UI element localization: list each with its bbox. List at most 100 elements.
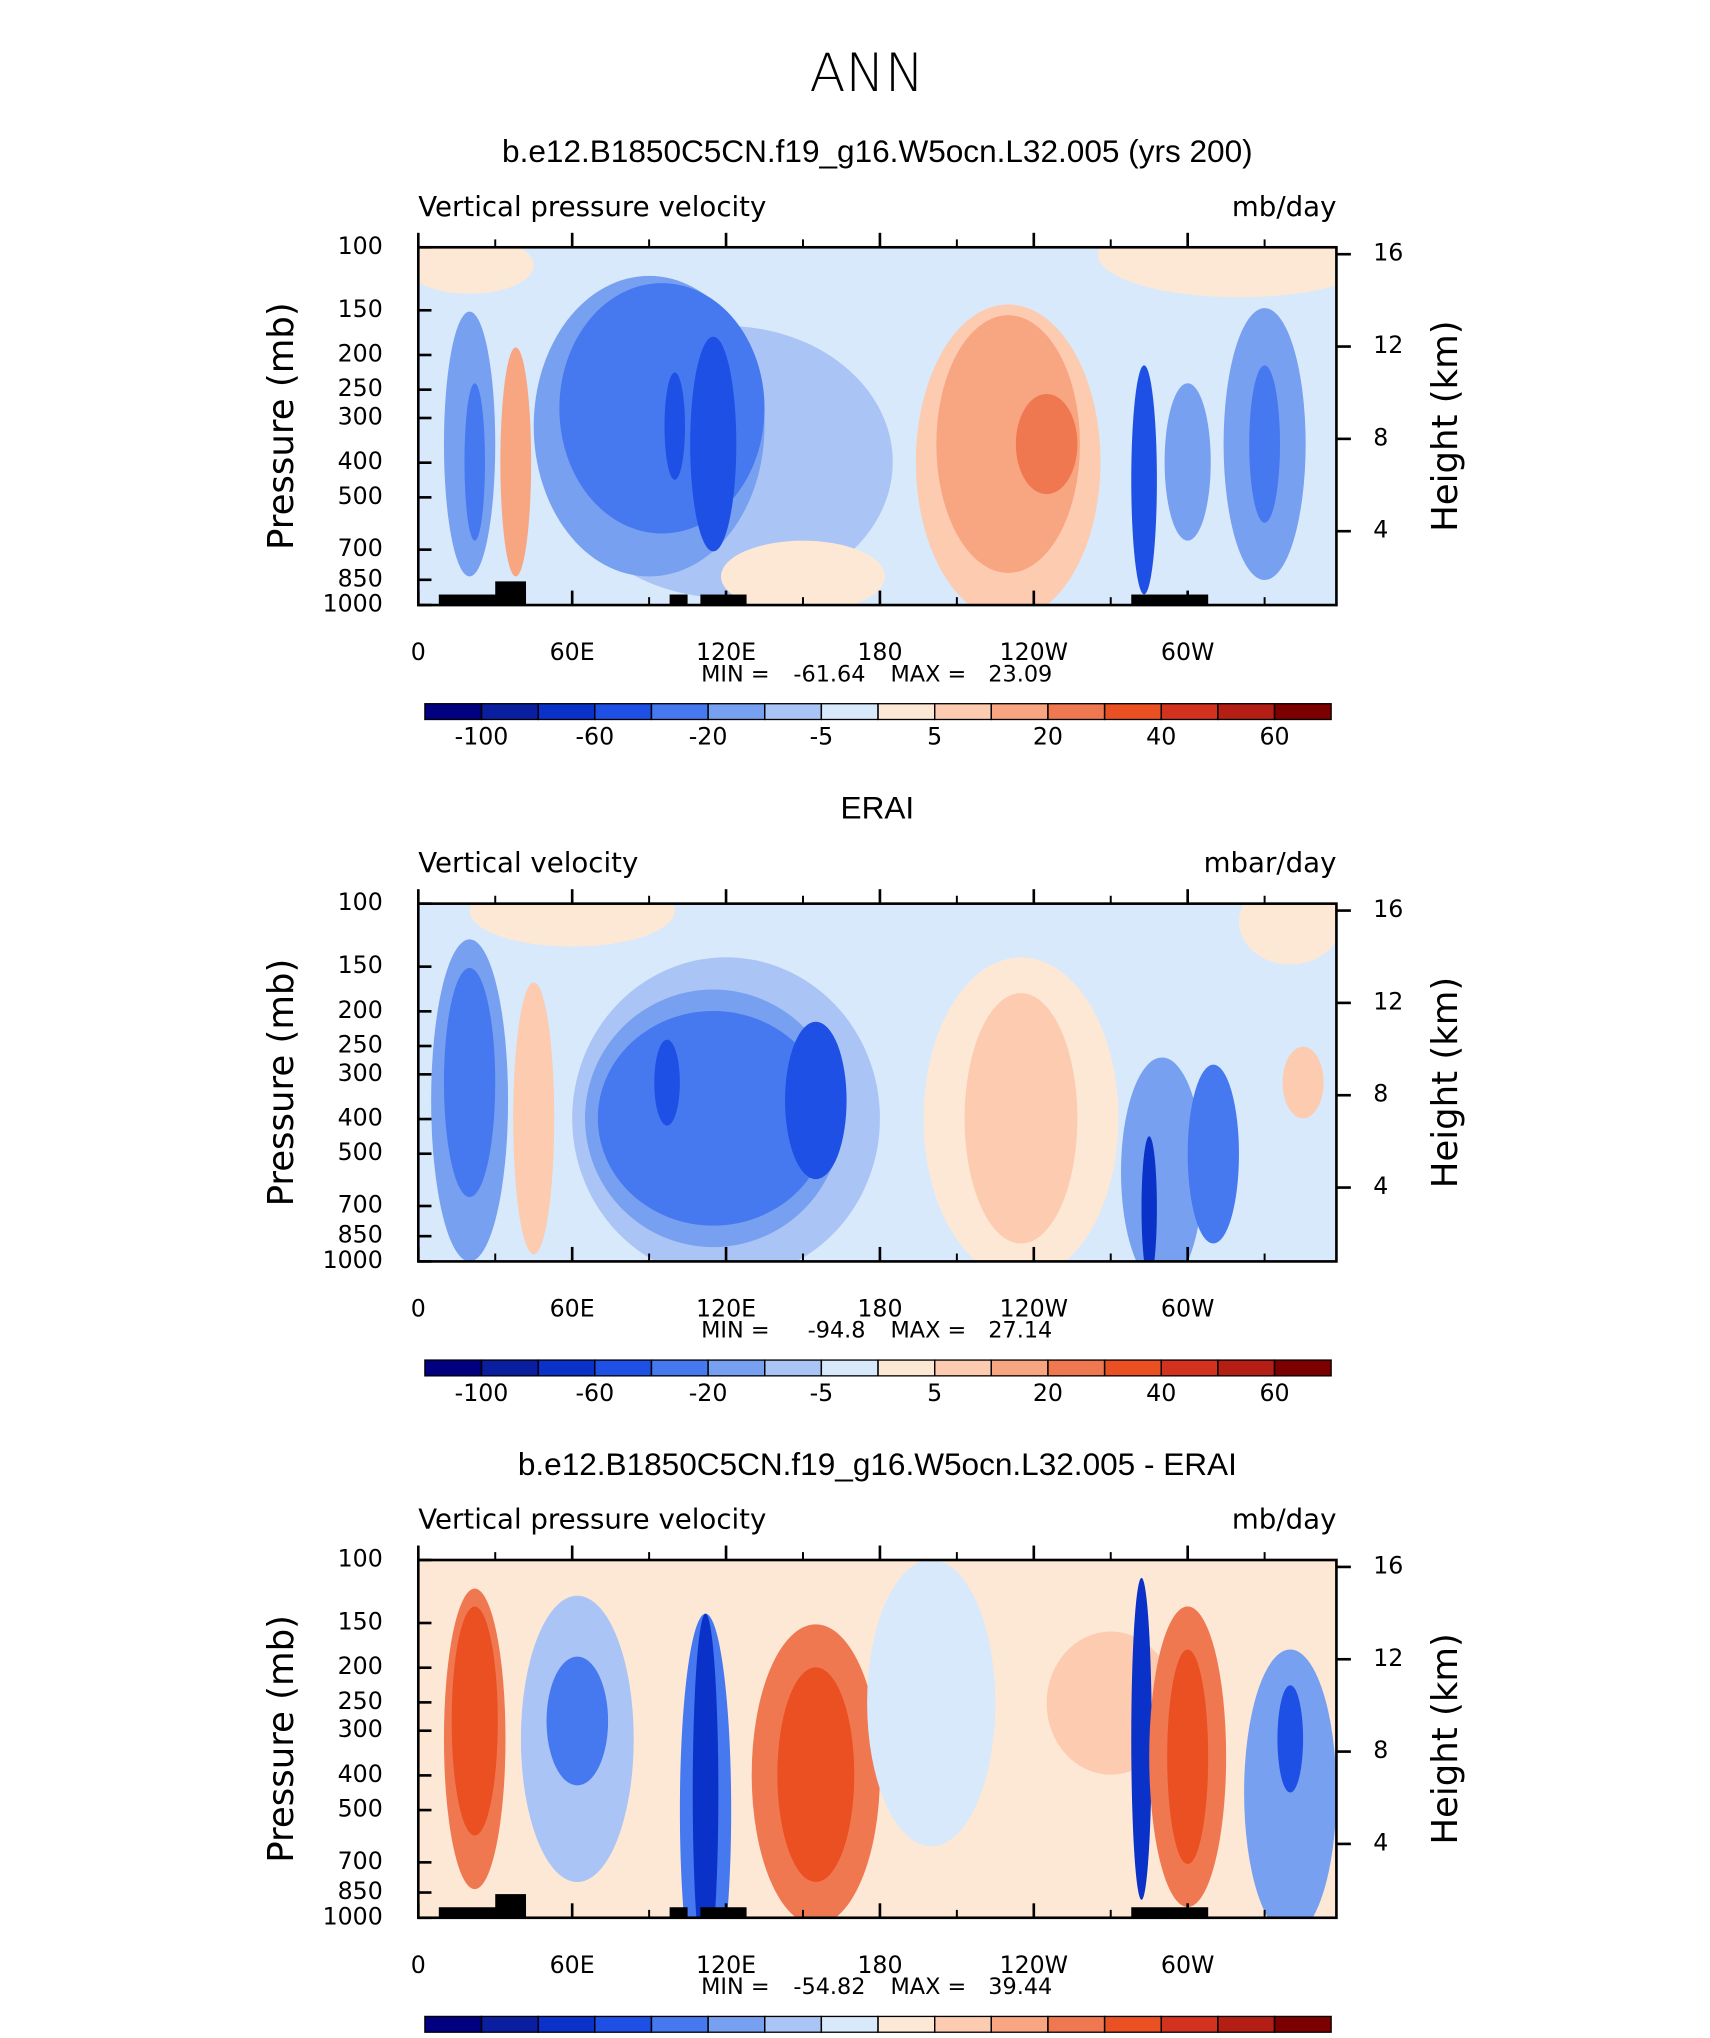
- y2-tick-label: 12: [1373, 1644, 1403, 1672]
- x-tick-label: 0: [411, 1951, 426, 1979]
- colorbar-label: -20: [689, 1379, 728, 1407]
- stat-label: MAX =: [891, 1974, 967, 2000]
- colorbar-swatch: [877, 703, 936, 721]
- colorbar-swatch: [1273, 1359, 1332, 1377]
- y-tick-label: 850: [338, 1877, 383, 1905]
- colorbar-label: 0: [870, 2035, 885, 2038]
- contour-region: [1282, 1046, 1324, 1119]
- land: [495, 1894, 527, 1918]
- colorbar-swatch: [707, 2015, 766, 2033]
- land: [438, 1907, 527, 1918]
- panel-title: b.e12.B1850C5CN.f19_g16.W5ocn.L32.005 - …: [518, 1446, 1237, 1482]
- colorbar-swatch: [1217, 2015, 1276, 2033]
- y-tick-label: 850: [338, 1221, 383, 1249]
- land: [669, 1907, 688, 1918]
- colorbar-label: -5: [810, 1379, 834, 1407]
- colorbar-label: 20: [1033, 722, 1063, 750]
- contour-region: [418, 247, 534, 294]
- contour-region: [1167, 1649, 1209, 1865]
- x-tick-label: 60W: [1161, 1951, 1215, 1979]
- contour-region: [443, 968, 496, 1198]
- colorbar-swatch: [1160, 703, 1219, 721]
- stat-label: MIN =: [701, 1974, 769, 2000]
- colorbar-label: 30: [1146, 2035, 1176, 2038]
- colorbar-swatch: [1160, 2015, 1219, 2033]
- colorbar-swatch: [537, 1359, 596, 1377]
- colorbar-swatch: [820, 1359, 879, 1377]
- y-tick-label: 1000: [323, 1902, 383, 1930]
- colorbar-swatch: [537, 2015, 596, 2033]
- contour-region: [664, 372, 686, 480]
- colorbar-swatch: [1047, 1359, 1106, 1377]
- colorbar-swatch: [1103, 2015, 1162, 2033]
- y-tick-label: 1000: [323, 590, 383, 618]
- colorbar-swatch: [764, 703, 823, 721]
- colorbar-swatch: [707, 1359, 766, 1377]
- y-tick-label: 850: [338, 564, 383, 592]
- x-tick-label: 120W: [1000, 1951, 1069, 1979]
- contour-region: [1131, 365, 1157, 595]
- colorbar-swatch: [480, 1359, 539, 1377]
- contour-region: [513, 982, 555, 1255]
- y-tick-label: 400: [338, 1104, 383, 1132]
- contour-region: [936, 315, 1080, 573]
- x-tick-label: 120W: [1000, 1295, 1069, 1323]
- y2-tick-label: 4: [1373, 1828, 1388, 1856]
- colorbar-swatch: [1273, 2015, 1332, 2033]
- colorbar-swatch: [650, 1359, 709, 1377]
- colorbar-label: 5: [927, 1379, 942, 1407]
- land: [669, 594, 688, 606]
- colorbar-label: 60: [1259, 1379, 1289, 1407]
- colorbar-label: 60: [1259, 722, 1289, 750]
- colorbar-label: 10: [976, 2035, 1006, 2038]
- colorbar-swatch: [1273, 703, 1332, 721]
- colorbar-label: -10: [745, 2035, 784, 2038]
- y-tick-label: 100: [338, 1545, 383, 1573]
- subtitle-right: mb/day: [1232, 1503, 1337, 1536]
- contour-region: [464, 383, 485, 541]
- x-tick-label: 180: [857, 1951, 902, 1979]
- colorbar-swatch: [820, 703, 879, 721]
- colorbar-swatch: [594, 703, 653, 721]
- y-axis-label: Pressure (mb): [261, 959, 302, 1207]
- x-tick-label: 60E: [550, 1951, 595, 1979]
- y-tick-label: 1000: [323, 1246, 383, 1274]
- contour-region: [1097, 247, 1337, 298]
- y2-tick-label: 16: [1373, 239, 1403, 267]
- land: [700, 1907, 747, 1918]
- y-tick-label: 500: [338, 482, 383, 510]
- panel-title: b.e12.B1850C5CN.f19_g16.W5ocn.L32.005 (y…: [502, 133, 1253, 169]
- stat-label: MAX =: [891, 661, 967, 687]
- y2-tick-label: 16: [1373, 895, 1403, 923]
- contour-region: [720, 540, 886, 606]
- colorbar-swatch: [1047, 703, 1106, 721]
- land: [1131, 594, 1209, 606]
- colorbar-label: -20: [632, 2035, 671, 2038]
- x-tick-label: 0: [411, 638, 426, 666]
- y2-axis-label: Height (km): [1425, 320, 1466, 531]
- contour-region: [777, 1667, 855, 1882]
- land: [438, 594, 527, 606]
- y2-tick-label: 8: [1373, 423, 1388, 451]
- colorbar-label: 20: [1090, 2035, 1120, 2038]
- contour-region: [1187, 1064, 1239, 1244]
- stat-label: MIN =: [701, 1318, 769, 1344]
- colorbar-label: -60: [575, 722, 614, 750]
- y2-tick-label: 16: [1373, 1551, 1403, 1579]
- stat-label: MIN =: [701, 661, 769, 687]
- colorbar-swatch: [424, 2015, 483, 2033]
- colorbar-swatch: [424, 1359, 483, 1377]
- y2-axis-label: Height (km): [1425, 1633, 1466, 1844]
- colorbar-swatch: [707, 703, 766, 721]
- contour-region: [1141, 1136, 1157, 1262]
- colorbar-label: 40: [1146, 1379, 1176, 1407]
- colorbar-label: -50: [462, 2035, 501, 2038]
- x-tick-label: 0: [411, 1295, 426, 1323]
- y-tick-label: 500: [338, 1795, 383, 1823]
- x-tick-label: 120E: [696, 638, 756, 666]
- colorbar-label: -20: [689, 722, 728, 750]
- colorbar-swatch: [424, 703, 483, 721]
- colorbar-label: 40: [1203, 2035, 1233, 2038]
- y2-tick-label: 8: [1373, 1736, 1388, 1764]
- colorbar-swatch: [764, 2015, 823, 2033]
